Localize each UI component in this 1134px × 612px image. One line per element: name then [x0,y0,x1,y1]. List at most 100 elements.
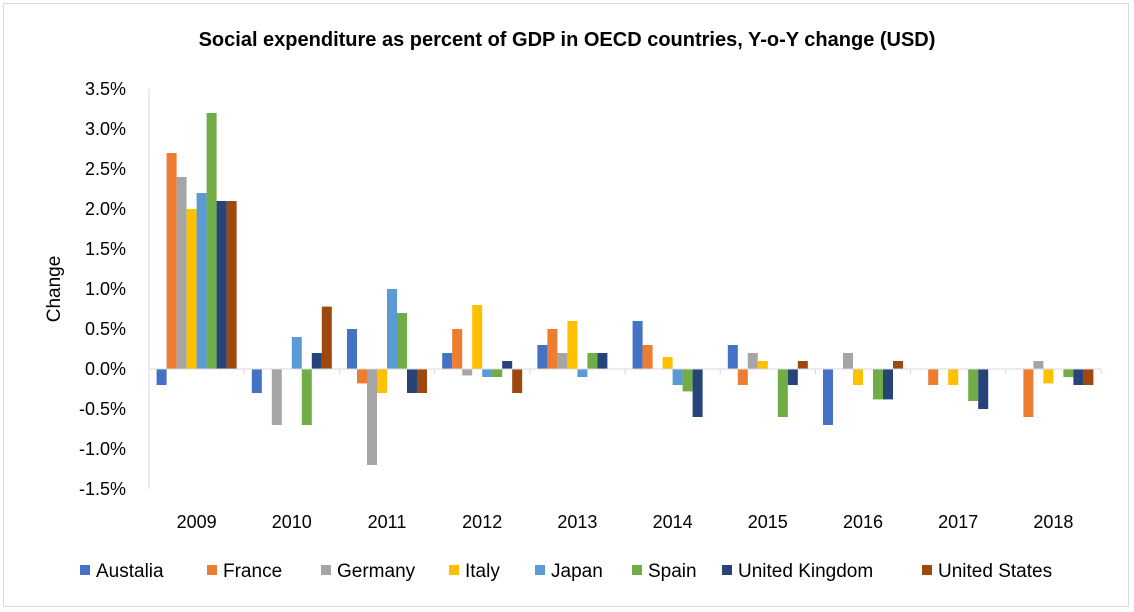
chart-frame: Social expenditure as percent of GDP in … [3,3,1129,607]
legend-swatch [449,565,459,575]
bar-2015-germany [747,353,758,369]
legend-swatch [207,565,217,575]
bar-2010-spain [301,369,312,425]
y-ticks: 3.5% 3.0% 2.5% 2.0% 1.5% 1.0% 0.5% 0.0% -0.5% -1.… [79,79,126,499]
y-tick-label: -0.5% [79,399,126,419]
x-tick-label: 2016 [843,512,883,532]
bar-2013-austalia [537,345,548,369]
legend-swatch [321,565,331,575]
bar-2012-japan [482,369,493,377]
bar-2012-spain [492,369,503,377]
legend-label: France [223,561,282,582]
bar-2014-spain [682,369,693,392]
bar-2018-italy [1043,369,1054,384]
bar-2016-united-states [893,361,903,369]
bar-2014-united-kingdom [692,369,703,417]
bar-2010-japan [291,337,302,369]
bar-2015-france [737,369,748,385]
bar-2016-germany [843,353,853,369]
x-tick-label: 2017 [938,512,978,532]
legend-swatch [80,565,90,575]
bar-2017-spain [968,369,979,401]
bar-2015-italy [757,361,768,369]
bar-2013-japan [577,369,588,377]
legend-label: Japan [551,561,603,582]
bar-2012-united-states [512,369,523,393]
bar-2017-united-kingdom [978,369,989,409]
bar-2013-spain [587,353,598,369]
y-tick-label: 2.0% [85,199,126,219]
bar-2009-united-kingdom [216,201,227,369]
bar-2015-united-states [797,361,808,369]
legend-label: Austalia [96,561,164,582]
bar-2012-united-kingdom [502,361,513,369]
bar-2011-austalia [347,329,357,369]
bar-2014-austalia [632,321,643,369]
legend-swatch [632,565,642,575]
bar-2018-united-kingdom [1073,369,1084,385]
bar-2016-austalia [823,369,833,425]
bar-2011-france [357,369,367,384]
legend-label: United Kingdom [738,561,873,582]
bar-2015-united-kingdom [787,369,798,385]
bar-2016-united-kingdom [883,369,893,400]
bar-2012-france [452,329,463,369]
bar-2011-united-states [417,369,427,393]
legend-swatch [922,565,932,575]
legend-swatch [535,565,545,575]
bar-2018-spain [1063,369,1074,377]
y-tick-label: 0.0% [85,359,126,379]
bar-2011-italy [377,369,387,393]
bar-2018-germany [1033,361,1044,369]
x-tick-label: 2015 [748,512,788,532]
bar-2011-germany [367,369,377,465]
bar-2012-italy [472,305,483,369]
y-tick-label: 3.0% [85,119,126,139]
bar-2012-austalia [442,353,453,369]
x-tick-label: 2011 [368,512,407,532]
bar-2016-spain [873,369,883,400]
legend-label: Spain [648,561,697,582]
bar-2013-germany [557,353,568,369]
bar-2014-japan [672,369,683,385]
bar-2009-germany [176,177,187,369]
bar-2009-united-states [226,201,237,369]
y-tick-label: 0.5% [85,319,126,339]
y-tick-label: -1.5% [79,479,126,499]
x-tick-label: 2010 [272,512,312,532]
bar-2010-austalia [251,369,262,393]
legend: Austalia France Germany Italy Japan Spain Unit… [80,561,1052,582]
legend-swatch [722,565,732,575]
bar-2009-japan [196,193,207,369]
legend-label: Germany [337,561,416,582]
bar-2011-spain [397,313,407,369]
y-tick-label: 3.5% [85,79,126,99]
bar-2015-austalia [727,345,738,369]
bars [156,113,1094,465]
y-tick-label: 2.5% [85,159,126,179]
legend-label: United States [938,561,1052,582]
bar-2013-italy [567,321,578,369]
bar-2014-italy [662,357,673,369]
x-tick-label: 2018 [1033,512,1073,532]
x-tick-label: 2013 [557,512,597,532]
bar-2013-france [547,329,558,369]
bar-2016-italy [853,369,863,385]
bar-2015-spain [777,369,788,417]
bar-2011-united-kingdom [407,369,417,393]
chart-svg: Social expenditure as percent of GDP in … [44,29,1102,582]
y-tick-label: 1.5% [85,239,126,259]
bar-2012-germany [462,369,473,376]
bar-2011-japan [387,289,397,369]
bar-2014-france [642,345,653,369]
bar-2010-united-states [321,306,332,369]
legend-label: Italy [465,561,500,582]
y-tick-label: -1.0% [79,439,126,459]
bar-2009-austalia [156,369,167,385]
bar-2013-united-kingdom [597,353,608,369]
bar-2018-united-states [1083,369,1094,385]
chart-title: Social expenditure as percent of GDP in … [199,29,936,51]
x-ticks: 2009 2010 2011 2012 2013 2014 2015 2016 2017 2018 [148,369,1102,532]
x-tick-label: 2014 [653,512,693,532]
bar-2009-italy [186,209,197,369]
